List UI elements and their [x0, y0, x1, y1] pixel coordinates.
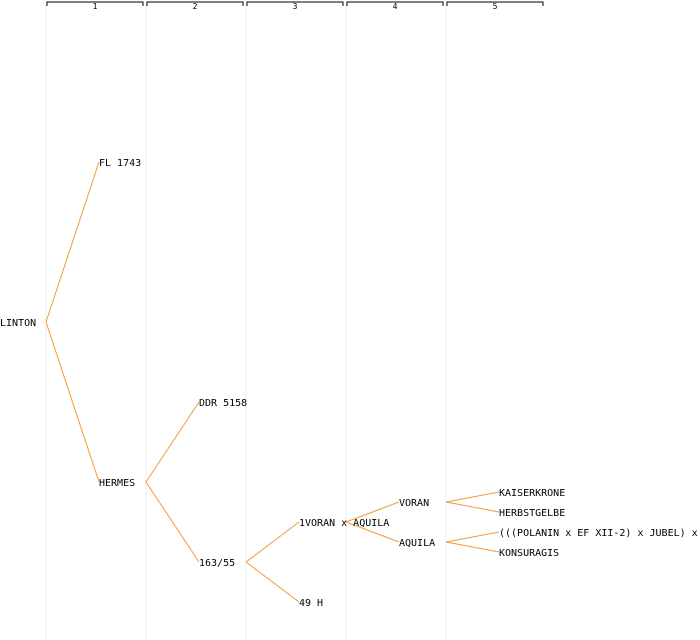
pedigree-node: HERMES — [99, 478, 135, 489]
pedigree-edge — [345, 521, 400, 543]
pedigree-node: 49 H — [299, 598, 323, 609]
pedigree-node: VORAN — [399, 498, 429, 509]
pedigree-nodes: LINTON FL 1743 HERMES DDR 5158 163/55 1VORAN … — [0, 158, 698, 609]
generation-bracket — [246, 1, 344, 6]
pedigree-edge — [45, 161, 100, 323]
generation-bracket — [146, 1, 244, 6]
generation-label: 2 — [193, 2, 198, 11]
pedigree-edge — [445, 541, 500, 553]
pedigree-edge — [445, 531, 500, 543]
generation-columns — [45, 4, 447, 640]
generation-bracket — [346, 1, 444, 6]
pedigree-edge — [145, 401, 200, 483]
pedigree-node: KONSURAGIS — [499, 548, 559, 559]
pedigree-edge — [345, 501, 400, 523]
pedigree-edges — [45, 161, 500, 603]
pedigree-node: 1VORAN x AQUILA — [299, 518, 389, 529]
pedigree-node: DDR 5158 — [199, 398, 247, 409]
generation-header: 1 2 3 4 5 — [46, 1, 544, 11]
generation-label: 3 — [293, 2, 298, 11]
pedigree-node: AQUILA — [399, 538, 435, 549]
generation-label: 1 — [93, 2, 98, 11]
pedigree-edge — [245, 561, 300, 603]
pedigree-node: 163/55 — [199, 558, 235, 569]
pedigree-node: HERBSTGELBE — [499, 508, 565, 519]
pedigree-edge — [45, 321, 100, 483]
generation-bracket — [446, 1, 544, 6]
pedigree-edge — [445, 501, 500, 513]
pedigree-edge — [145, 481, 200, 563]
pedigree-edge — [445, 491, 500, 503]
generation-label: 5 — [493, 2, 498, 11]
generation-label: 4 — [393, 2, 398, 11]
generation-bracket — [46, 1, 144, 6]
pedigree-node: (((POLANIN x EF XII-2) x JUBEL) x — [499, 528, 698, 539]
pedigree-node: FL 1743 — [99, 158, 141, 169]
pedigree-node: KAISERKRONE — [499, 488, 565, 499]
pedigree-edge — [245, 521, 300, 563]
pedigree-node: LINTON — [0, 318, 36, 329]
